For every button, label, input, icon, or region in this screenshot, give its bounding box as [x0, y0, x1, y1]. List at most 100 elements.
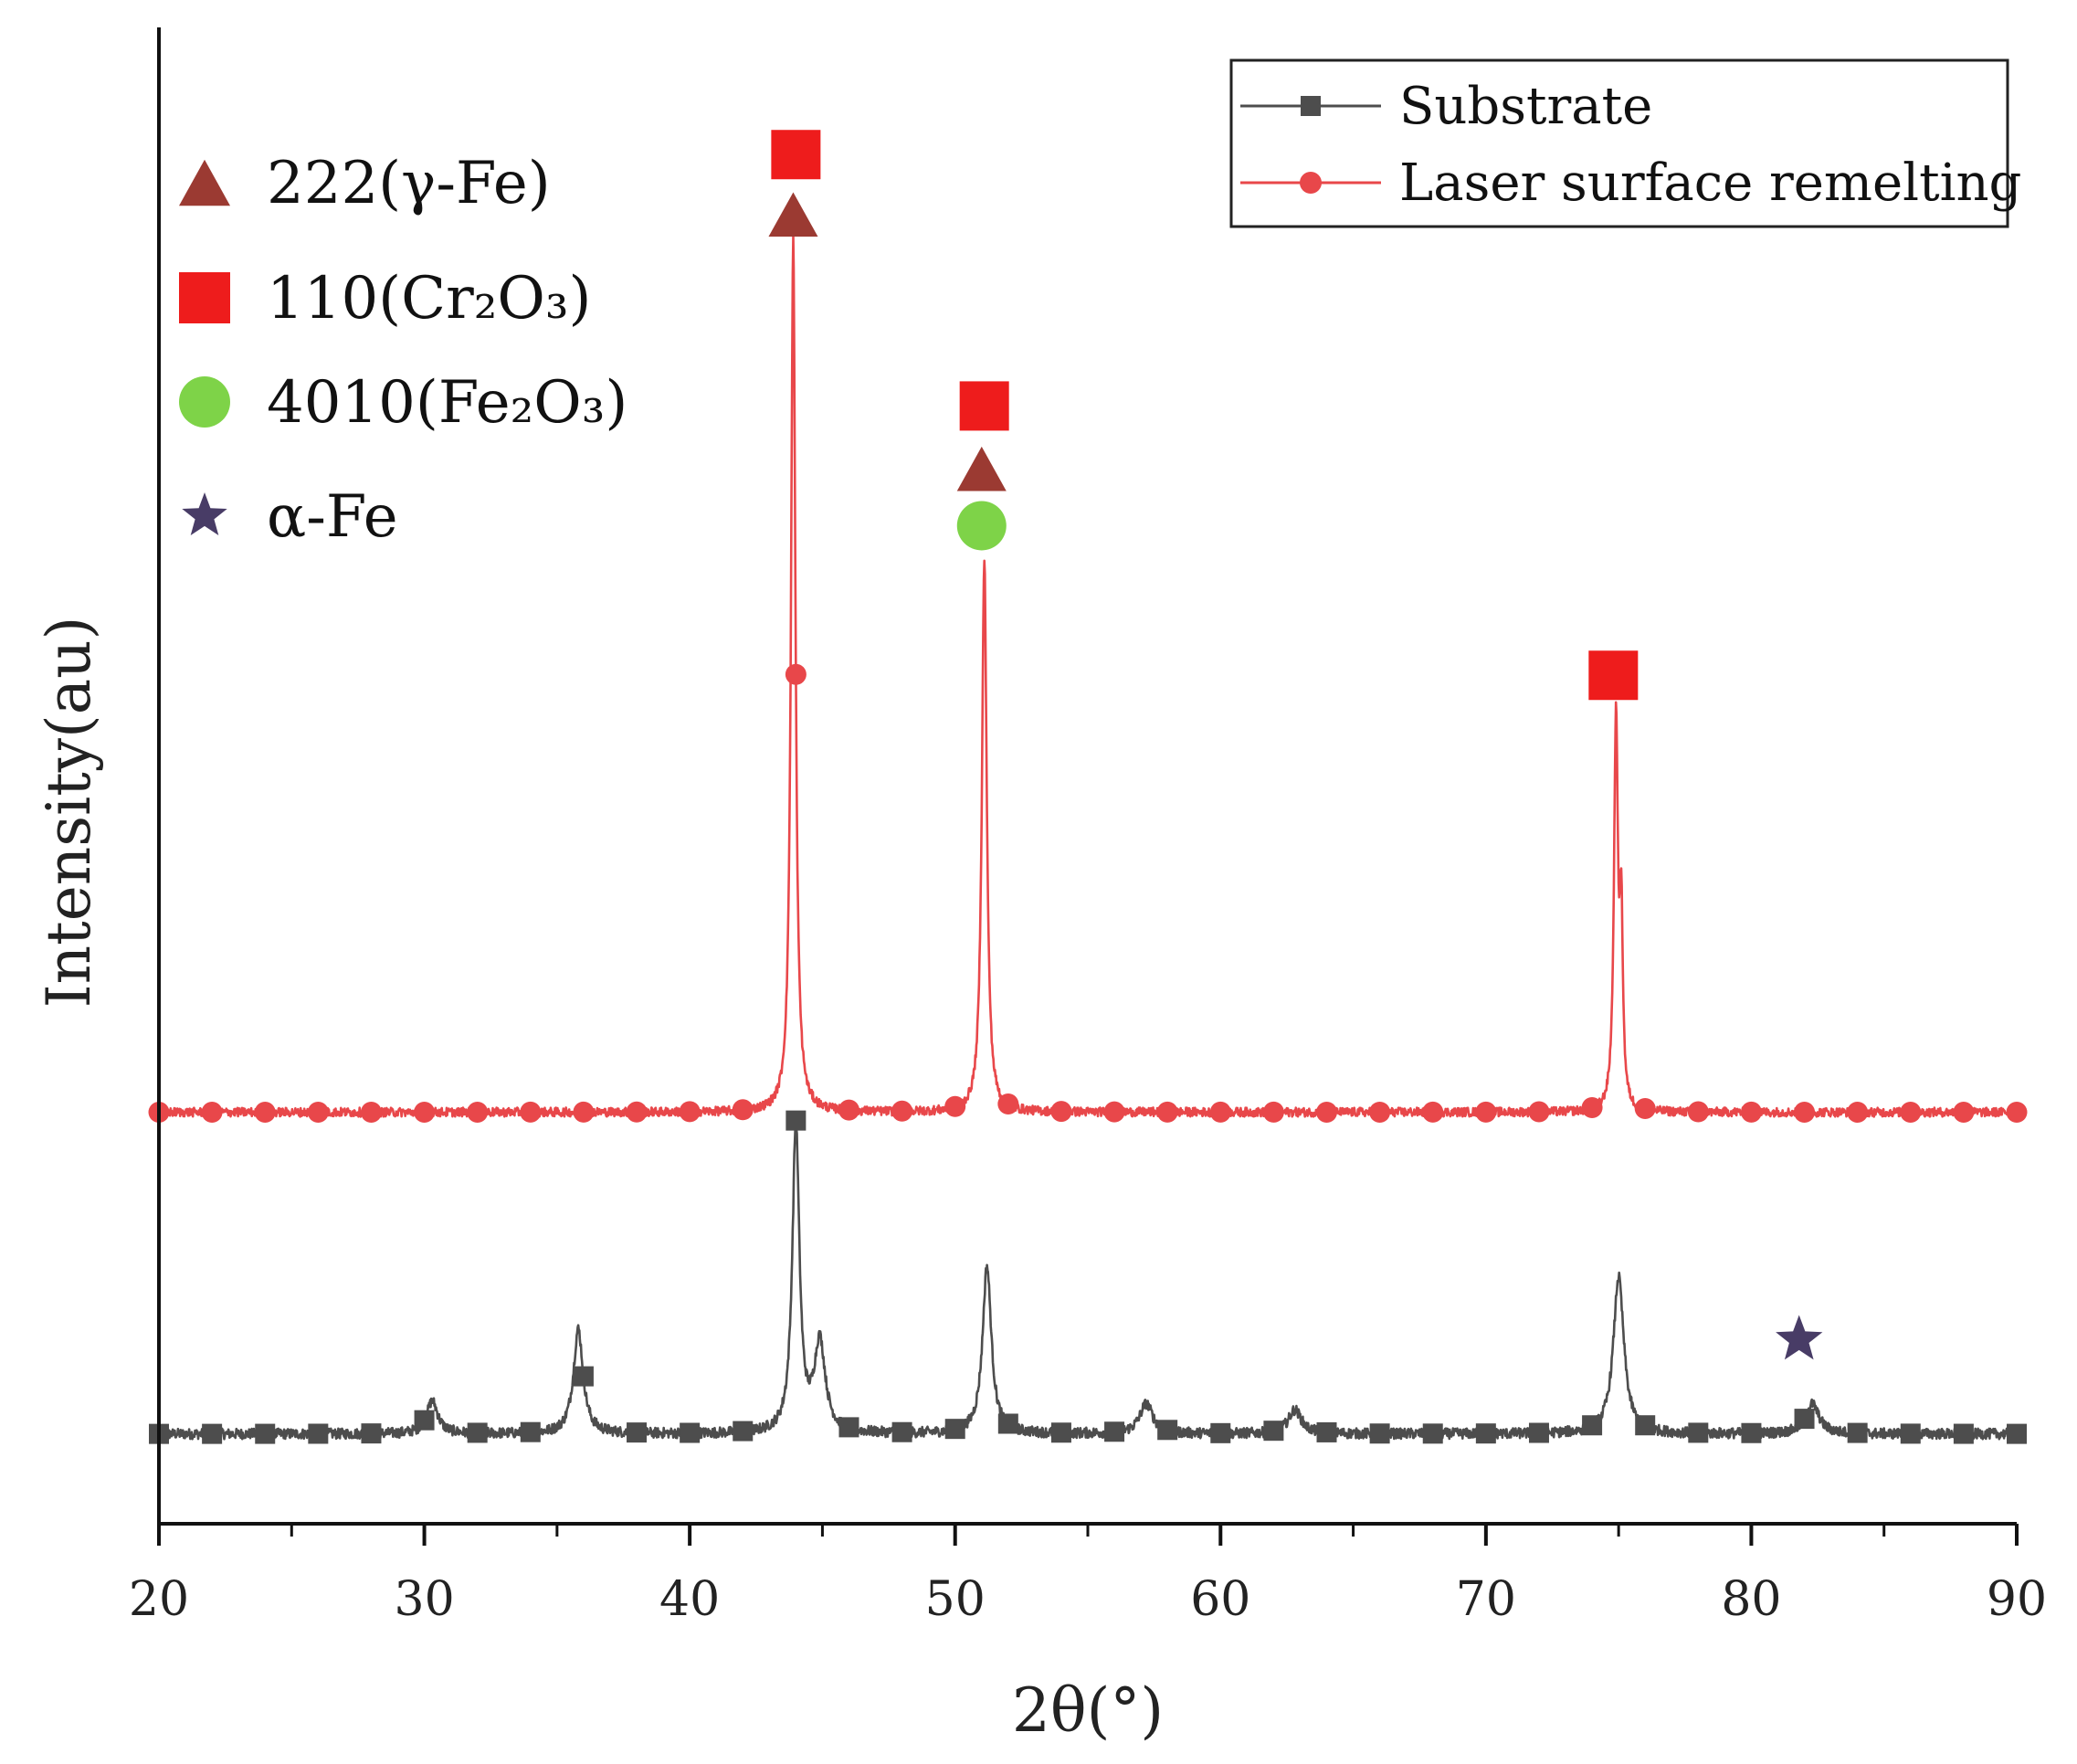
phase-marker-star	[1776, 1315, 1823, 1360]
phase-legend: 222(γ-Fe) 110(Cr₂O₃) 4010(Fe₂O₃) α-Fe	[179, 150, 627, 551]
data-point-marker	[520, 1101, 542, 1123]
data-point-marker	[2006, 1102, 2028, 1124]
x-axis-title: 2θ(°)	[1012, 1675, 1164, 1746]
data-point-marker	[1209, 1101, 1231, 1123]
data-point-marker	[626, 1101, 648, 1123]
data-point-marker	[997, 1093, 1019, 1114]
phase-legend-item: α-Fe	[182, 483, 398, 551]
data-point-marker	[1157, 1420, 1178, 1441]
data-point-marker	[732, 1099, 754, 1121]
data-point-marker	[361, 1423, 382, 1444]
x-tick-label: 40	[659, 1572, 720, 1627]
phase-marker-circle	[956, 501, 1007, 551]
data-point-marker	[202, 1423, 223, 1444]
data-point-marker	[1953, 1423, 1974, 1444]
data-point-marker	[360, 1101, 382, 1123]
legend-label: Substrate	[1399, 77, 1652, 136]
data-point-marker	[1422, 1101, 1444, 1123]
data-point-marker	[785, 663, 807, 685]
data-point-marker	[1687, 1101, 1709, 1123]
data-point-marker	[1847, 1101, 1869, 1123]
data-point-marker	[1794, 1409, 1815, 1430]
data-point-marker	[467, 1101, 489, 1123]
data-point-marker	[891, 1100, 913, 1122]
data-point-marker	[891, 1421, 912, 1442]
data-point-marker	[414, 1101, 436, 1123]
data-point-marker	[1528, 1101, 1550, 1123]
series-laser-remelting	[148, 234, 2028, 1124]
phase-legend-label: 4010(Fe₂O₃)	[267, 369, 627, 437]
data-point-marker	[733, 1421, 754, 1442]
data-point-marker	[467, 1422, 488, 1443]
data-point-marker	[1847, 1422, 1868, 1443]
data-point-marker	[679, 1101, 701, 1123]
phase-marker-square	[1588, 650, 1639, 701]
data-point-marker	[1103, 1101, 1125, 1123]
phase-marker-square	[959, 381, 1009, 431]
phase-legend-triangle-icon	[179, 159, 230, 206]
x-tick-label: 20	[129, 1572, 189, 1627]
x-tick-label: 30	[394, 1572, 454, 1627]
data-point-marker	[944, 1419, 965, 1440]
data-point-marker	[1475, 1423, 1496, 1444]
data-point-marker	[1794, 1101, 1816, 1123]
series-layer	[148, 234, 2028, 1444]
data-point-marker	[627, 1422, 648, 1443]
legend-box	[1229, 58, 2009, 228]
data-point-marker	[520, 1421, 541, 1442]
phase-legend-item: 4010(Fe₂O₃)	[179, 369, 627, 437]
phase-legend-label: 222(γ-Fe)	[267, 150, 551, 217]
phase-legend-item: 110(Cr₂O₃)	[179, 265, 591, 333]
phase-marker-triangle	[956, 446, 1007, 491]
phase-marker-square	[771, 130, 821, 180]
x-tick-label: 50	[925, 1572, 986, 1627]
data-point-marker	[1635, 1415, 1656, 1436]
data-point-marker	[1582, 1415, 1603, 1436]
x-ticks: 20 30 40 50 60 70 80 90	[129, 1524, 2047, 1627]
legend-item-laser-remelting: Laser surface remelting	[1240, 153, 2021, 213]
data-point-marker	[573, 1366, 594, 1387]
phase-legend-label: 110(Cr₂O₃)	[267, 265, 591, 333]
data-point-marker	[1263, 1421, 1284, 1442]
axes: 20 30 40 50 60 70 80 90	[129, 27, 2047, 1627]
data-point-marker	[1634, 1098, 1656, 1120]
series-line	[157, 1118, 2019, 1441]
data-point-marker	[1369, 1101, 1391, 1123]
legend-square-icon	[1301, 96, 1321, 116]
data-point-marker	[680, 1422, 701, 1443]
data-point-marker	[1422, 1423, 1443, 1444]
data-point-marker	[944, 1095, 966, 1117]
data-point-marker	[255, 1423, 276, 1444]
data-point-marker	[1369, 1423, 1390, 1444]
legend-label: Laser surface remelting	[1399, 153, 2021, 213]
data-point-marker	[414, 1410, 435, 1431]
data-point-marker	[1316, 1101, 1338, 1123]
data-point-marker	[1050, 1101, 1072, 1123]
y-axis-title: Intensity(au)	[34, 617, 104, 1009]
legend-item-substrate: Substrate	[1240, 77, 1652, 136]
data-point-marker	[838, 1099, 859, 1121]
data-point-marker	[785, 1110, 807, 1131]
series-legend: Substrate Laser surface remelting	[1229, 58, 2021, 228]
data-point-marker	[838, 1417, 859, 1438]
x-tick-label: 60	[1190, 1572, 1250, 1627]
data-point-marker	[1050, 1422, 1071, 1443]
x-tick-label: 90	[1987, 1572, 2047, 1627]
series-line	[157, 234, 2019, 1118]
data-point-marker	[573, 1101, 595, 1123]
data-point-marker	[1900, 1102, 1922, 1124]
data-point-marker	[1210, 1422, 1231, 1443]
data-point-marker	[1740, 1101, 1762, 1123]
phase-legend-circle-icon	[179, 376, 230, 428]
data-point-marker	[1156, 1101, 1178, 1123]
phase-marker-layer	[768, 130, 1823, 1360]
data-point-marker	[1741, 1422, 1762, 1443]
phase-legend-square-icon	[179, 272, 230, 323]
data-point-marker	[308, 1423, 329, 1444]
data-point-marker	[1581, 1097, 1603, 1119]
phase-legend-star-icon	[182, 492, 227, 535]
data-point-marker	[1900, 1423, 1921, 1444]
legend-circle-icon	[1300, 172, 1322, 194]
phase-marker-triangle	[768, 192, 818, 238]
